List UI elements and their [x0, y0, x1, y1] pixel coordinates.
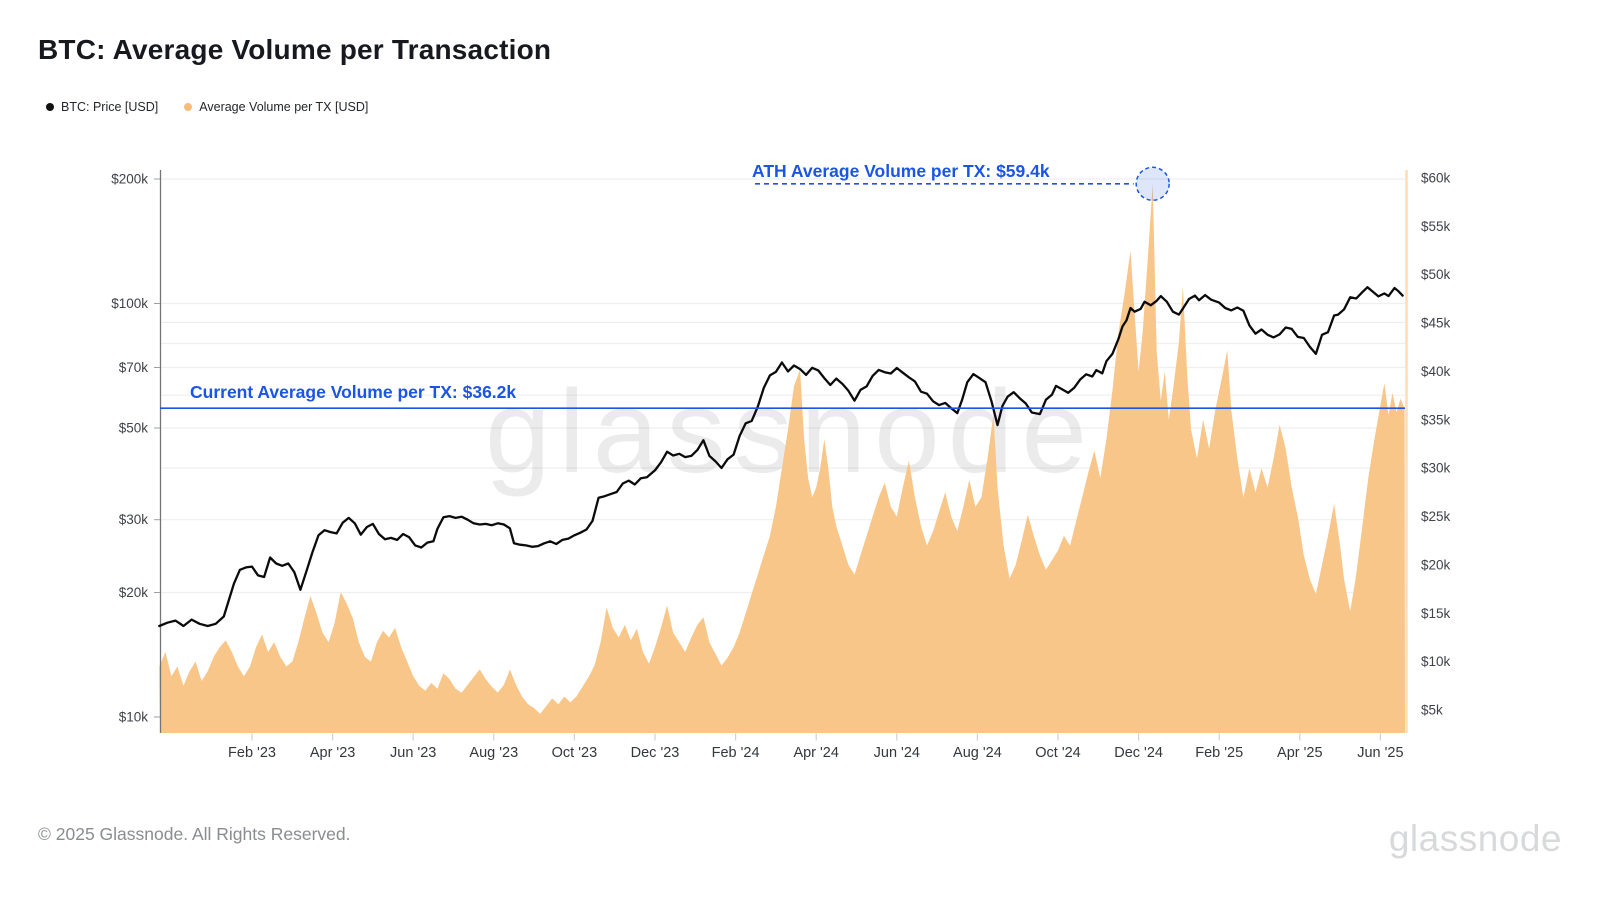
x-axis-label: Jun '25: [1357, 745, 1403, 761]
ath-label: ATH Average Volume per TX: $59.4k: [752, 161, 1050, 181]
y-axis-label-left: $20k: [119, 585, 149, 600]
x-axis-label: Dec '23: [631, 745, 680, 761]
y-axis-label-left: $70k: [119, 360, 149, 375]
page-title: BTC: Average Volume per Transaction: [38, 34, 552, 65]
price-line-series: [158, 286, 1404, 628]
x-axis-label: Apr '24: [793, 745, 839, 761]
y-axis-label-right: $55k: [1421, 219, 1451, 234]
ath-marker[interactable]: [1135, 166, 1170, 202]
legend-item-btc-price[interactable]: BTC: Price [USD]: [46, 100, 158, 114]
y-axis-label-right: $60k: [1421, 171, 1451, 186]
x-axis-label: Aug '24: [953, 745, 1002, 761]
x-axis-label: Apr '23: [310, 745, 356, 761]
y-axis-label-right: $45k: [1421, 316, 1451, 331]
x-axis-label: Oct '24: [1035, 745, 1080, 761]
x-axis-label: Dec '24: [1114, 745, 1163, 761]
y-axis-label-right: $50k: [1421, 267, 1451, 282]
copyright-text: © 2025 Glassnode. All Rights Reserved.: [38, 824, 351, 844]
legend-label: Average Volume per TX [USD]: [199, 100, 369, 114]
y-axis-label-right: $15k: [1421, 606, 1451, 621]
chart-legend: BTC: Price [USD] Average Volume per TX […: [46, 100, 368, 114]
y-axis-label-left: $30k: [119, 512, 149, 527]
x-axis-label: Feb '25: [1195, 745, 1243, 761]
volume-series-dot-icon: [184, 103, 193, 111]
plot-area[interactable]: [160, 170, 1405, 733]
x-axis-label: Oct '23: [552, 745, 597, 761]
y-axis-label-left: $100k: [111, 296, 148, 311]
y-axis-label-right: $40k: [1421, 364, 1451, 379]
y-axis-label-right: $5k: [1421, 703, 1443, 718]
glassnode-brand-wordmark: glassnode: [1388, 818, 1562, 859]
price-series-dot-icon: [46, 103, 54, 111]
legend-item-avg-volume[interactable]: Average Volume per TX [USD]: [184, 100, 368, 114]
x-axis-label: Jun '24: [874, 745, 920, 761]
x-axis-label: Apr '25: [1277, 745, 1323, 761]
x-axis-label: Feb '24: [712, 745, 760, 761]
y-axis-label-left: $200k: [111, 172, 148, 187]
current-avg-label: Current Average Volume per TX: $36.2k: [190, 382, 516, 402]
y-axis-label-right: $25k: [1421, 509, 1451, 524]
y-axis-label-left: $50k: [119, 421, 149, 436]
legend-label: BTC: Price [USD]: [61, 100, 159, 114]
y-axis-label-right: $10k: [1421, 654, 1451, 669]
y-axis-label-left: $10k: [119, 710, 149, 725]
volume-area-series: [159, 183, 1405, 734]
x-axis-label: Aug '23: [469, 745, 518, 761]
x-axis-label: Feb '23: [228, 745, 276, 761]
y-axis-label-right: $35k: [1421, 412, 1451, 427]
y-axis-label-right: $20k: [1421, 557, 1451, 572]
x-axis-label: Jun '23: [390, 745, 436, 761]
y-axis-label-right: $30k: [1421, 461, 1451, 476]
